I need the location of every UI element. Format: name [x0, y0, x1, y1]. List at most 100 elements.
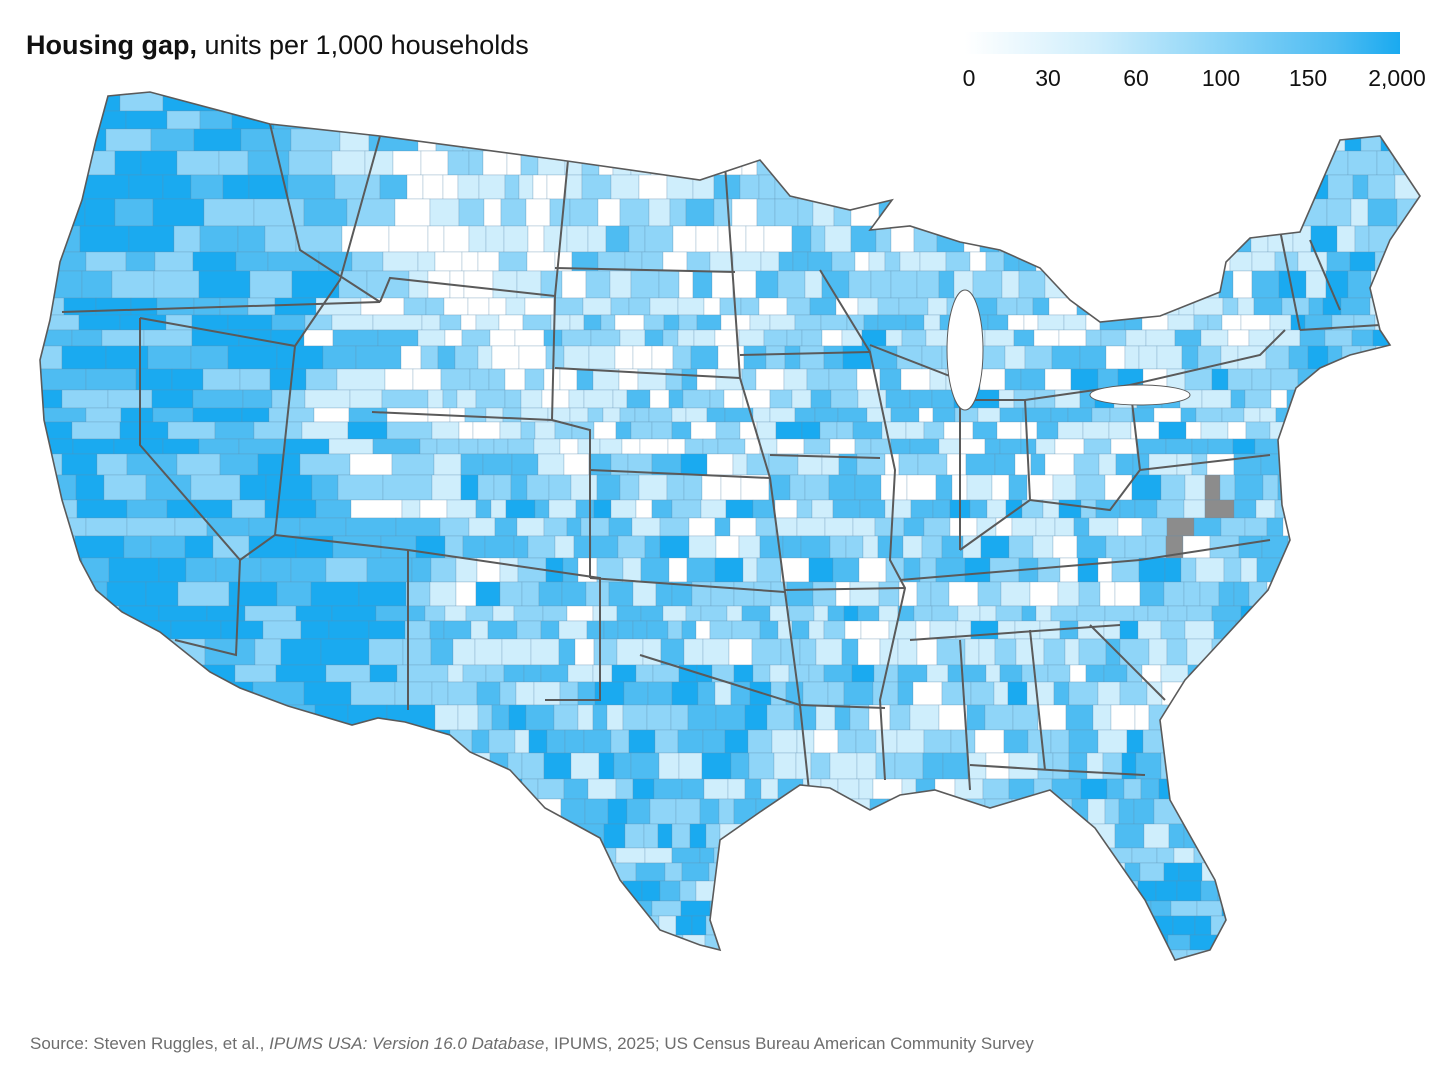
- county-cell: [498, 314, 524, 331]
- county-cell: [379, 174, 408, 200]
- county-cell: [666, 474, 685, 501]
- county-cell: [626, 798, 651, 825]
- county-cell: [1050, 605, 1078, 622]
- county-cell: [61, 453, 98, 476]
- county-cell: [919, 251, 947, 272]
- county-cell: [657, 823, 673, 849]
- county-cell: [521, 752, 545, 780]
- county-cell: [1221, 314, 1242, 331]
- county-cell: [1352, 174, 1369, 200]
- county-cell: [1207, 438, 1234, 455]
- county-cell: [1020, 421, 1038, 440]
- county-cell: [1426, 536, 1454, 558]
- county-cell: [950, 729, 976, 754]
- county-cell: [752, 664, 771, 683]
- county-cell: [792, 251, 809, 272]
- county-cell: [1004, 345, 1026, 370]
- county-cell: [275, 664, 327, 683]
- county-cell: [580, 517, 610, 537]
- county-cell: [872, 681, 899, 706]
- county-cell: [890, 407, 920, 423]
- county-cell: [644, 847, 673, 864]
- county-cell: [1174, 329, 1202, 347]
- county-cell: [628, 297, 651, 316]
- county-cell: [1070, 368, 1099, 391]
- county-cell: [719, 297, 742, 316]
- county-cell: [254, 638, 282, 666]
- county-cell: [668, 557, 688, 583]
- county-cell: [455, 581, 477, 607]
- county-cell: [690, 345, 719, 370]
- state-line-wy: [379, 276, 557, 421]
- county-cell: [1021, 605, 1037, 622]
- county-cell: [494, 517, 518, 537]
- county-cell: [758, 174, 776, 200]
- county-cell: [1326, 198, 1352, 227]
- county-cell: [808, 557, 834, 583]
- county-cell: [1024, 345, 1053, 370]
- county-cell: [628, 729, 656, 754]
- county-cell: [715, 421, 741, 440]
- county-cell: [957, 605, 981, 622]
- county-cell: [126, 453, 178, 476]
- county-cell: [751, 638, 782, 666]
- county-cell: [1158, 421, 1187, 440]
- state-line-mo-ar: [784, 587, 906, 591]
- county-cell: [615, 778, 634, 800]
- county-cell: [199, 110, 233, 130]
- county-cell: [1220, 345, 1239, 370]
- county-cell: [874, 517, 905, 537]
- county-cell: [295, 605, 333, 622]
- county-cell: [611, 664, 637, 683]
- county-cell: [72, 438, 115, 455]
- county-cell: [630, 421, 653, 440]
- state-line-nh-me: [1309, 239, 1341, 311]
- county-cell: [485, 225, 505, 253]
- county-cell: [462, 535, 486, 559]
- county-cell: [1098, 453, 1117, 476]
- county-cell: [108, 557, 160, 583]
- county-cell: [732, 251, 762, 272]
- county-cell: [749, 314, 771, 331]
- county-cell: [249, 270, 293, 299]
- county-cell: [684, 438, 704, 455]
- county-cell: [671, 823, 691, 849]
- county-cell: [901, 329, 927, 347]
- county-cell: [763, 329, 788, 347]
- county-cell: [1080, 499, 1097, 519]
- county-cell: [1139, 581, 1165, 607]
- county-cell: [686, 251, 711, 272]
- county-cell: [85, 251, 127, 272]
- county-cell: [299, 517, 347, 537]
- county-cell: [677, 729, 704, 754]
- county-cell: [731, 198, 758, 227]
- county-cell: [500, 198, 527, 227]
- county-cell: [219, 453, 259, 476]
- county-cell: [599, 438, 623, 455]
- county-cell: [927, 297, 948, 316]
- county-cell: [635, 862, 666, 882]
- county-cell: [890, 225, 915, 253]
- county-cell: [769, 314, 796, 331]
- county-cell: [1222, 297, 1239, 316]
- county-cell: [875, 729, 898, 754]
- county-cell: [135, 368, 173, 391]
- county-cell: [868, 251, 886, 272]
- county-cell: [265, 474, 313, 501]
- county-cell: [1008, 474, 1028, 501]
- county-cell: [113, 438, 164, 455]
- county-cell: [248, 535, 297, 559]
- county-cell: [860, 620, 890, 640]
- county-cell: [660, 638, 685, 666]
- county-cell: [569, 314, 585, 331]
- source-italic: IPUMS USA: Version 16.0 Database: [269, 1034, 545, 1053]
- county-cell: [878, 581, 900, 607]
- county-cell: [358, 581, 407, 607]
- county-cell: [505, 297, 526, 316]
- county-cell: [614, 314, 645, 331]
- county-cell: [372, 314, 423, 331]
- county-cell: [884, 251, 901, 272]
- county-cell: [561, 581, 587, 607]
- county-cell: [1167, 314, 1195, 331]
